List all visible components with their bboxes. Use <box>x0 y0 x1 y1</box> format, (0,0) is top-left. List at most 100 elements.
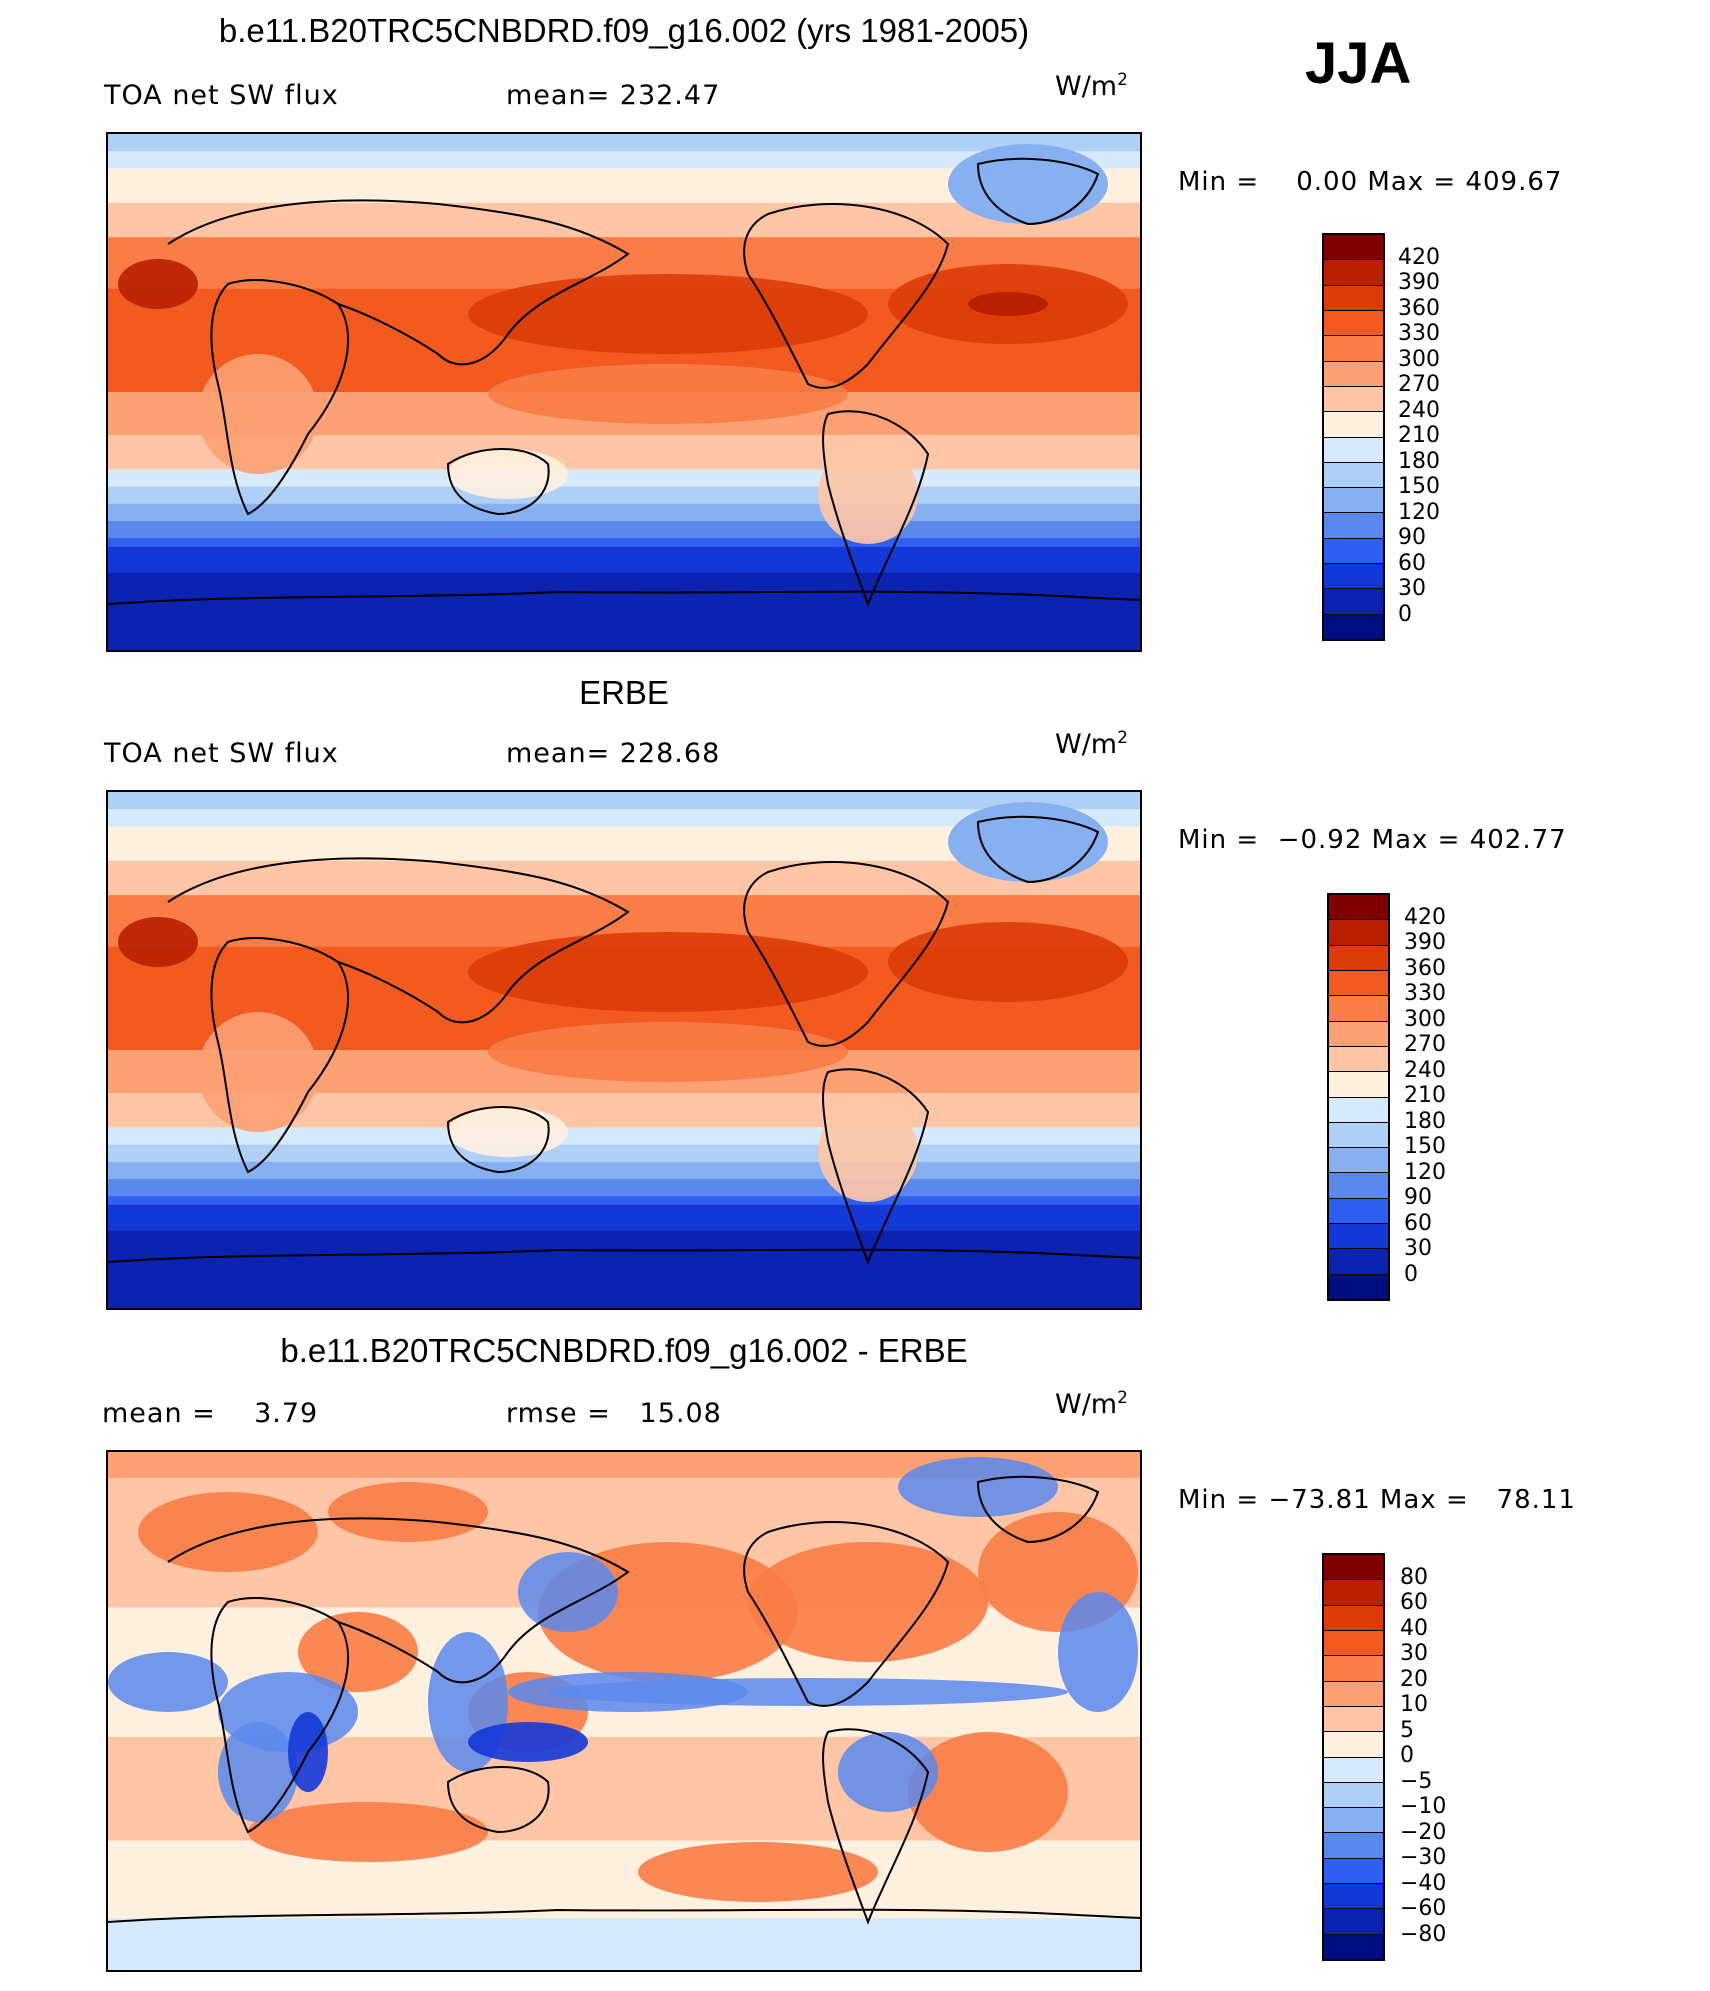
field-patch <box>818 444 918 544</box>
field-band <box>108 254 1140 264</box>
coastline <box>976 815 1100 884</box>
colorbar-swatch <box>1329 1045 1388 1072</box>
field-patch <box>948 802 1108 882</box>
field-band <box>108 1866 1140 1877</box>
colorbar-swatch <box>1324 1807 1383 1833</box>
coastline <box>167 199 630 366</box>
field-band <box>108 921 1140 931</box>
field-band <box>108 1256 1140 1266</box>
colorbar-swatch <box>1324 436 1383 462</box>
field-patch <box>248 1802 488 1862</box>
coastline <box>446 448 550 516</box>
colorbar-swatch <box>1329 1020 1388 1046</box>
field-band <box>108 194 1140 204</box>
field-band <box>108 349 1140 359</box>
panel-1-units: W/m2 <box>1055 70 1128 102</box>
field-band <box>108 211 1140 221</box>
field-band <box>108 1144 1140 1155</box>
field-patch <box>488 364 848 424</box>
field-band <box>108 564 1140 574</box>
panel-3-title: b.e11.B20TRC5CNBDRD.f09_g16.002 - ERBE <box>280 1332 968 1369</box>
coastline <box>976 1475 1100 1544</box>
panel-3-mean-label: mean = 3.79 <box>102 1398 319 1429</box>
colorbar-tick-label: 180 <box>1404 1108 1446 1134</box>
colorbar-swatch <box>1324 1883 1383 1909</box>
coastline <box>167 1517 630 1684</box>
colorbar-swatch <box>1324 1705 1383 1732</box>
colorbar-swatch <box>1329 1071 1388 1097</box>
field-patch <box>138 1492 318 1572</box>
field-patch <box>488 1022 848 1082</box>
field-band <box>108 869 1140 879</box>
colorbar-swatch <box>1324 1555 1383 1580</box>
colorbar-tick-label: 0 <box>1404 1261 1418 1287</box>
field-band <box>108 1230 1140 1241</box>
field-band <box>108 1110 1140 1120</box>
coastline <box>210 937 349 1174</box>
field-band <box>108 1170 1140 1180</box>
field-patch <box>948 144 1108 224</box>
field-band <box>108 1153 1140 1163</box>
field-band <box>108 460 1140 471</box>
panel-2-minmax: Min = −0.92 Max = 402.77 <box>1178 825 1567 855</box>
coastline <box>743 1521 950 1707</box>
field-band <box>108 1196 1140 1206</box>
field-band <box>108 495 1140 505</box>
field-band <box>108 886 1140 897</box>
field-band <box>108 1529 1140 1540</box>
field-band <box>108 1222 1140 1232</box>
colorbar-swatch <box>1324 563 1383 589</box>
colorbar-swatch <box>1329 1147 1388 1173</box>
field-band <box>108 895 1140 905</box>
panel-1-map <box>106 132 1142 652</box>
field-band <box>108 469 1140 479</box>
colorbar-swatch <box>1324 537 1383 564</box>
field-band <box>108 1719 1140 1730</box>
field-band <box>108 1084 1140 1094</box>
colorbar-swatch <box>1324 385 1383 412</box>
coastline <box>210 279 349 516</box>
colorbar-tick-label: 270 <box>1404 1032 1446 1057</box>
field-band <box>108 1892 1140 1902</box>
panel-3-field <box>108 1452 1140 1970</box>
colorbar-tick-label: 360 <box>1398 295 1440 321</box>
field-band <box>108 151 1140 161</box>
field-band <box>108 478 1140 488</box>
colorbar-swatch <box>1324 613 1383 639</box>
panel-2-map <box>106 790 1142 1310</box>
colorbar-tick-label: 60 <box>1398 550 1426 576</box>
colorbar-tick-label: 90 <box>1398 525 1426 550</box>
panel-1-colorbar <box>1322 233 1385 641</box>
colorbar-tick-label: 0 <box>1400 1743 1414 1768</box>
colorbar-swatch <box>1329 895 1388 920</box>
panel-2-variable-label: TOA net SW flux <box>104 738 339 769</box>
field-band <box>108 835 1140 845</box>
field-patch <box>298 1612 418 1692</box>
colorbar-tick-label: 390 <box>1398 270 1440 295</box>
field-band <box>108 1239 1140 1249</box>
field-patch <box>748 1542 988 1662</box>
coastline <box>108 1908 1140 1923</box>
colorbar-swatch <box>1329 1273 1388 1299</box>
colorbar-tick-label: 30 <box>1400 1641 1428 1666</box>
colorbar-swatch <box>1324 461 1383 488</box>
coastline <box>446 1766 550 1834</box>
field-band <box>108 357 1140 368</box>
panel-3-colorbar <box>1322 1553 1385 1961</box>
field-band <box>108 546 1140 557</box>
field-band <box>108 1952 1140 1963</box>
field-band <box>108 1299 1140 1308</box>
field-band <box>108 529 1140 540</box>
colorbar-swatch <box>1324 1680 1383 1706</box>
colorbar-tick-label: 120 <box>1404 1159 1446 1185</box>
field-band <box>108 1900 1140 1911</box>
field-band <box>108 826 1140 836</box>
coastline <box>446 1106 550 1174</box>
field-band <box>108 443 1140 454</box>
field-patch <box>888 922 1128 1002</box>
field-band <box>108 1736 1140 1747</box>
field-patch <box>1058 1592 1138 1712</box>
field-band <box>108 607 1140 617</box>
colorbar-tick-label: 300 <box>1398 346 1440 372</box>
season-label: JJA <box>1305 31 1412 96</box>
